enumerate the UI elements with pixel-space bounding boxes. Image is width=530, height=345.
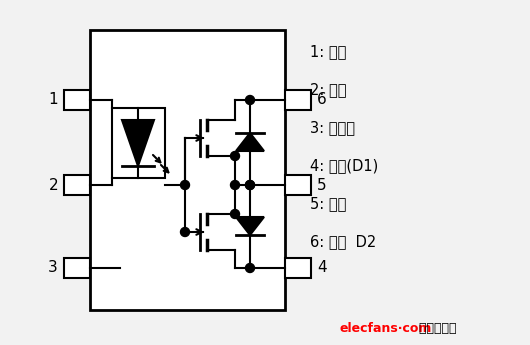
Circle shape — [181, 227, 190, 237]
Polygon shape — [122, 120, 154, 166]
Polygon shape — [236, 217, 264, 235]
Text: 2: 2 — [48, 177, 58, 193]
Text: 4: 4 — [317, 260, 326, 276]
Text: 1: 陽極: 1: 陽極 — [310, 45, 347, 59]
Bar — [64, 175, 90, 195]
Circle shape — [231, 151, 240, 160]
Circle shape — [245, 180, 254, 189]
Text: 6: 6 — [317, 92, 327, 108]
Circle shape — [245, 96, 254, 105]
Bar — [112, 108, 165, 178]
Bar — [64, 90, 90, 110]
Text: 5: 電源: 5: 電源 — [310, 197, 347, 211]
Text: 3: 3 — [48, 260, 58, 276]
Text: elecfans·com: elecfans·com — [340, 322, 432, 335]
Text: 6: 耗電  D2: 6: 耗電 D2 — [310, 235, 376, 249]
Circle shape — [181, 180, 190, 189]
Bar — [90, 30, 285, 310]
Bar — [285, 90, 311, 110]
Text: 1: 1 — [48, 92, 58, 108]
Polygon shape — [236, 133, 264, 151]
Circle shape — [245, 264, 254, 273]
Bar — [64, 258, 90, 278]
Text: 電子發燧友: 電子發燧友 — [415, 322, 456, 335]
Text: 3: 不連接: 3: 不連接 — [310, 120, 355, 136]
Circle shape — [231, 180, 240, 189]
Text: 4: 耗電(D1): 4: 耗電(D1) — [310, 158, 378, 174]
Bar — [285, 175, 311, 195]
Text: 2: 陰極: 2: 陰極 — [310, 82, 347, 98]
Circle shape — [231, 209, 240, 218]
Text: 5: 5 — [317, 177, 326, 193]
Circle shape — [245, 180, 254, 189]
Bar — [285, 258, 311, 278]
